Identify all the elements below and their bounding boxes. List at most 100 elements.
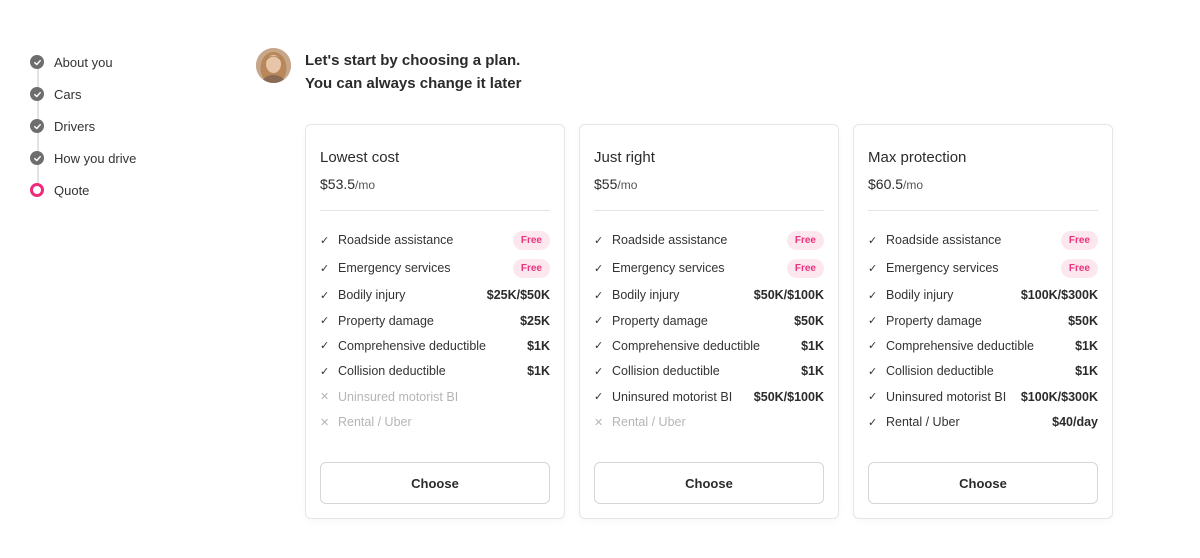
feature-label: Rental / Uber: [886, 415, 960, 429]
x-icon: ✕: [320, 416, 330, 429]
feature-label: Rental / Uber: [612, 415, 686, 429]
check-icon: ✓: [594, 289, 604, 302]
feature-label: Emergency services: [612, 261, 725, 275]
step-label: Drivers: [54, 118, 96, 134]
feature-row: ✓ Emergency services Free: [594, 254, 824, 282]
check-icon: ✓: [868, 289, 878, 302]
feature-label: Rental / Uber: [338, 415, 412, 429]
feature-label: Uninsured motorist BI: [886, 389, 1007, 404]
feature-label: Emergency services: [886, 261, 999, 275]
step-cars[interactable]: Cars: [30, 78, 230, 110]
check-icon: ✓: [320, 262, 330, 275]
feature-value: $25K: [520, 313, 550, 328]
feature-row: ✓ Collision deductible $1K: [594, 358, 824, 384]
check-icon: ✓: [868, 315, 878, 327]
feature-list: ✓ Roadside assistance Free ✓ Emergency servi…: [594, 226, 824, 435]
price-amount: $55: [594, 176, 618, 192]
feature-row: ✓ Bodily injury $50K/$100K: [594, 282, 824, 308]
feature-row: ✕ Uninsured motorist BI: [320, 384, 550, 409]
feature-row: ✓ Emergency services Free: [868, 254, 1098, 282]
feature-label: Roadside assistance: [338, 233, 454, 247]
plan-name: Max protection: [868, 149, 967, 166]
feature-label: Collision deductible: [886, 364, 994, 378]
check-icon: ✓: [868, 234, 878, 247]
feature-label: Collision deductible: [338, 364, 446, 378]
greeting-message: Let's start by choosing a plan. You can …: [305, 49, 521, 95]
feature-row: ✓ Uninsured motorist BI $100K/$300K: [868, 384, 1098, 409]
feature-value: $40/day: [1052, 415, 1098, 429]
feature-row: ✓ Rental / Uber $40/day: [868, 409, 1098, 435]
feature-row: ✓ Comprehensive deductible $1K: [594, 333, 824, 358]
feature-list: ✓ Roadside assistance Free ✓ Emergency servi…: [320, 226, 550, 435]
feature-row: ✓ Uninsured motorist BI $50K/$100K: [594, 384, 824, 409]
free-badge: Free: [1060, 230, 1098, 250]
plan-card-just-right: Just right $55/mo ✓ Roadside assistance Fr…: [579, 124, 839, 519]
feature-label: Bodily injury: [886, 288, 954, 302]
feature-label: Comprehensive deductible: [612, 338, 761, 353]
feature-label: Property damage: [338, 313, 434, 328]
price-amount: $53.5: [320, 176, 356, 192]
x-icon: ✕: [594, 416, 604, 429]
feature-label: Emergency services: [338, 261, 451, 275]
feature-value: $50K: [1068, 313, 1098, 328]
feature-row: ✓ Bodily injury $100K/$300K: [868, 282, 1098, 308]
feature-value: $50K: [794, 313, 824, 328]
plan-name: Just right: [594, 149, 655, 166]
check-icon: ✓: [594, 234, 604, 247]
feature-value: $25K/$50K: [486, 288, 550, 302]
divider: [594, 210, 824, 211]
greeting-line-2: You can always change it later: [305, 75, 522, 92]
feature-value: $1K: [527, 338, 550, 353]
feature-row: ✓ Roadside assistance Free: [320, 226, 550, 254]
feature-row: ✓ Comprehensive deductible $1K: [868, 333, 1098, 358]
feature-label: Property damage: [612, 313, 708, 328]
step-drivers[interactable]: Drivers: [30, 110, 230, 142]
feature-label: Uninsured motorist BI: [338, 389, 459, 404]
check-icon: ✓: [868, 391, 878, 403]
free-badge: Free: [786, 230, 824, 250]
check-icon: ✓: [868, 416, 878, 429]
check-icon: ✓: [320, 234, 330, 247]
price-period: /mo: [355, 178, 376, 192]
check-icon: ✓: [320, 315, 330, 327]
feature-row: ✓ Comprehensive deductible $1K: [320, 333, 550, 358]
feature-list: ✓ Roadside assistance Free ✓ Emergency servi…: [868, 226, 1098, 435]
feature-label: Roadside assistance: [886, 233, 1002, 247]
plan-card-max-protection: Max protection $60.5/mo ✓ Roadside assist…: [853, 124, 1113, 519]
step-how-you-drive[interactable]: How you drive: [30, 142, 230, 174]
step-about-you[interactable]: About you: [30, 46, 230, 78]
choose-button[interactable]: Choose: [868, 462, 1098, 504]
check-icon: ✓: [868, 365, 878, 378]
plan-price: $60.5/mo: [868, 176, 923, 192]
plan-cards: Lowest cost $53.5/mo ✓ Roadside assistanc…: [305, 124, 1113, 519]
divider: [868, 210, 1098, 211]
feature-row: ✓ Roadside assistance Free: [868, 226, 1098, 254]
check-icon: ✓: [594, 340, 604, 352]
choose-button[interactable]: Choose: [320, 462, 550, 504]
current-step-icon: [30, 183, 44, 197]
feature-label: Property damage: [886, 313, 982, 328]
check-icon: ✓: [320, 289, 330, 302]
check-icon: [30, 55, 44, 69]
step-label: Quote: [54, 182, 90, 198]
plan-name: Lowest cost: [320, 149, 400, 166]
free-badge: Free: [512, 258, 550, 278]
choose-button[interactable]: Choose: [594, 462, 824, 504]
feature-row: ✕ Rental / Uber: [594, 409, 824, 435]
feature-value: $1K: [527, 364, 550, 378]
feature-value: $50K/$100K: [753, 288, 824, 302]
check-icon: [30, 151, 44, 165]
plan-price: $53.5/mo: [320, 176, 375, 192]
step-quote[interactable]: Quote: [30, 174, 230, 206]
feature-row: ✓ Emergency services Free: [320, 254, 550, 282]
feature-row: ✓ Property damage $25K: [320, 308, 550, 333]
feature-label: Comprehensive deductible: [886, 338, 1035, 353]
price-period: /mo: [617, 178, 638, 192]
feature-value: $1K: [1075, 338, 1098, 353]
feature-row: ✓ Property damage $50K: [868, 308, 1098, 333]
check-icon: ✓: [320, 365, 330, 378]
plan-card-lowest-cost: Lowest cost $53.5/mo ✓ Roadside assistanc…: [305, 124, 565, 519]
check-icon: ✓: [594, 391, 604, 403]
feature-value: $1K: [801, 338, 824, 353]
check-icon: ✓: [868, 340, 878, 352]
